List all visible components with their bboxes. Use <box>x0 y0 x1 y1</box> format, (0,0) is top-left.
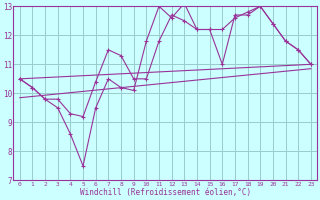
X-axis label: Windchill (Refroidissement éolien,°C): Windchill (Refroidissement éolien,°C) <box>80 188 251 197</box>
